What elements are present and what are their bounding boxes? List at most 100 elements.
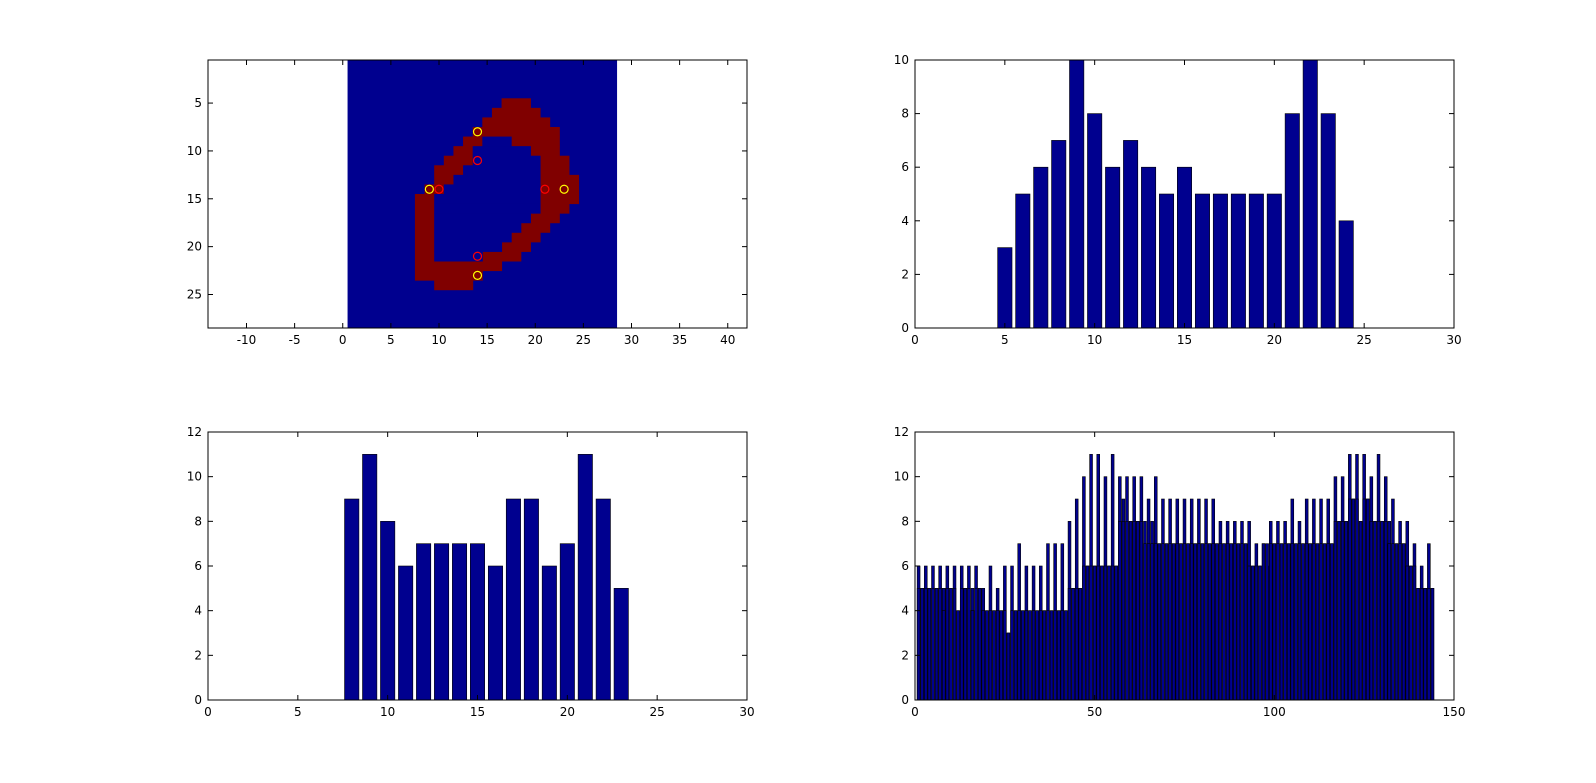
bar-overlay bbox=[1010, 610, 1014, 701]
bar-overlay bbox=[1189, 543, 1194, 701]
x-tick-label: 10 bbox=[380, 705, 395, 719]
y-tick-label: 6 bbox=[901, 160, 909, 174]
bar-overlay bbox=[992, 610, 996, 701]
bar bbox=[344, 498, 360, 701]
mask-hole bbox=[443, 184, 541, 195]
bar-overlay bbox=[1006, 632, 1011, 701]
mask-hole bbox=[472, 146, 531, 157]
bar-overlay bbox=[981, 610, 986, 701]
bar-overlay bbox=[1366, 498, 1370, 701]
mask-row bbox=[434, 280, 474, 291]
bar-overlay bbox=[1229, 543, 1233, 701]
bar-chart-2: 0 5 10 15 20 25 30 0 2 4 6 8 10 bbox=[894, 53, 1462, 347]
bar bbox=[1248, 193, 1264, 329]
bar-overlay bbox=[1071, 588, 1075, 701]
bar-overlay bbox=[1017, 610, 1021, 701]
bar-overlay bbox=[1078, 588, 1083, 701]
bar-overlay bbox=[1308, 543, 1313, 701]
bar-overlay bbox=[1035, 610, 1039, 701]
mask-row bbox=[482, 117, 551, 128]
x-tick-label: 15 bbox=[470, 705, 485, 719]
bar-overlay bbox=[1218, 543, 1223, 701]
y-tick-label: 12 bbox=[187, 425, 202, 439]
bar-overlay bbox=[1082, 565, 1086, 701]
bar-overlay bbox=[1003, 610, 1007, 701]
bar bbox=[523, 498, 539, 701]
bar-overlay bbox=[1175, 543, 1180, 701]
x-tick-label: 0 bbox=[911, 333, 919, 347]
bar-overlay bbox=[1100, 565, 1104, 701]
mask-hole bbox=[434, 241, 503, 252]
y-tick-label: 12 bbox=[894, 425, 909, 439]
marker-circle bbox=[424, 184, 434, 194]
mask-hole bbox=[434, 194, 541, 205]
image-plot-1: -10 -5 0 5 10 15 20 25 30 35 40 5 10 15 20 25 bbox=[187, 59, 748, 347]
y-tick-label: 4 bbox=[194, 604, 202, 618]
bar bbox=[1105, 166, 1121, 329]
bar-overlay bbox=[1164, 543, 1169, 701]
bar bbox=[416, 543, 432, 701]
bar-overlay bbox=[1171, 543, 1176, 701]
bar-overlay bbox=[1039, 610, 1043, 701]
bar bbox=[595, 498, 611, 701]
bar-overlay bbox=[1215, 543, 1219, 701]
x-tick-label: -5 bbox=[289, 333, 301, 347]
bar-overlay bbox=[1222, 543, 1226, 701]
mask-hole bbox=[472, 155, 541, 166]
bar-overlay bbox=[1046, 610, 1050, 701]
bar-overlay bbox=[967, 588, 971, 701]
bar-overlay bbox=[1427, 588, 1431, 701]
x-tick-label: 15 bbox=[479, 333, 494, 347]
y-tick-label: 20 bbox=[187, 240, 202, 254]
bar-overlay bbox=[920, 588, 924, 701]
bar-overlay bbox=[1186, 543, 1190, 701]
mask-row bbox=[414, 270, 483, 281]
bar-overlay bbox=[1423, 588, 1427, 701]
y-tick-label: 0 bbox=[901, 321, 909, 335]
bar-overlay bbox=[1333, 521, 1338, 701]
bar-overlay bbox=[988, 610, 993, 701]
bar bbox=[1033, 166, 1049, 329]
bar-overlay bbox=[1211, 543, 1215, 701]
bar-overlay bbox=[927, 588, 932, 701]
bar-overlay bbox=[1254, 565, 1259, 701]
bar bbox=[1015, 193, 1031, 329]
bar-overlay bbox=[1150, 543, 1154, 701]
bar bbox=[1123, 140, 1139, 329]
bar bbox=[1320, 113, 1336, 329]
bar bbox=[434, 543, 450, 701]
y-tick-label: 10 bbox=[187, 144, 202, 158]
bar-overlay bbox=[1031, 610, 1036, 701]
y-tick-label: 0 bbox=[194, 693, 202, 707]
bar bbox=[1051, 140, 1067, 329]
bar-overlay bbox=[1200, 543, 1205, 701]
bar-overlay bbox=[985, 610, 989, 701]
bar-overlay bbox=[1021, 610, 1025, 701]
x-tick-label: 10 bbox=[431, 333, 446, 347]
bar bbox=[398, 565, 414, 701]
x-tick-label: 30 bbox=[739, 705, 754, 719]
y-tick-label: 4 bbox=[901, 604, 909, 618]
bar-overlay bbox=[1092, 565, 1097, 701]
mask-row bbox=[472, 127, 560, 138]
bar-overlay bbox=[1279, 543, 1284, 701]
bar-overlay bbox=[1297, 543, 1302, 701]
bar-overlay bbox=[1193, 543, 1198, 701]
bar-overlay bbox=[1157, 543, 1162, 701]
bar-overlay bbox=[1074, 588, 1079, 701]
bar bbox=[1141, 166, 1157, 329]
bar-overlay bbox=[1394, 543, 1399, 701]
y-tick-label: 5 bbox=[194, 96, 202, 110]
x-tick-label: 35 bbox=[672, 333, 687, 347]
bar-overlay bbox=[1096, 565, 1100, 701]
x-tick-label: 25 bbox=[576, 333, 591, 347]
bar-overlay bbox=[1179, 543, 1183, 701]
bar-overlay bbox=[1355, 498, 1359, 701]
bar-overlay bbox=[1358, 521, 1363, 701]
bar-overlay bbox=[945, 588, 950, 701]
bar-overlay bbox=[1258, 565, 1262, 701]
mask-hole bbox=[434, 222, 522, 233]
mask-hole bbox=[453, 174, 541, 185]
bar-overlay bbox=[1304, 543, 1309, 701]
bar-overlay bbox=[1369, 521, 1374, 701]
